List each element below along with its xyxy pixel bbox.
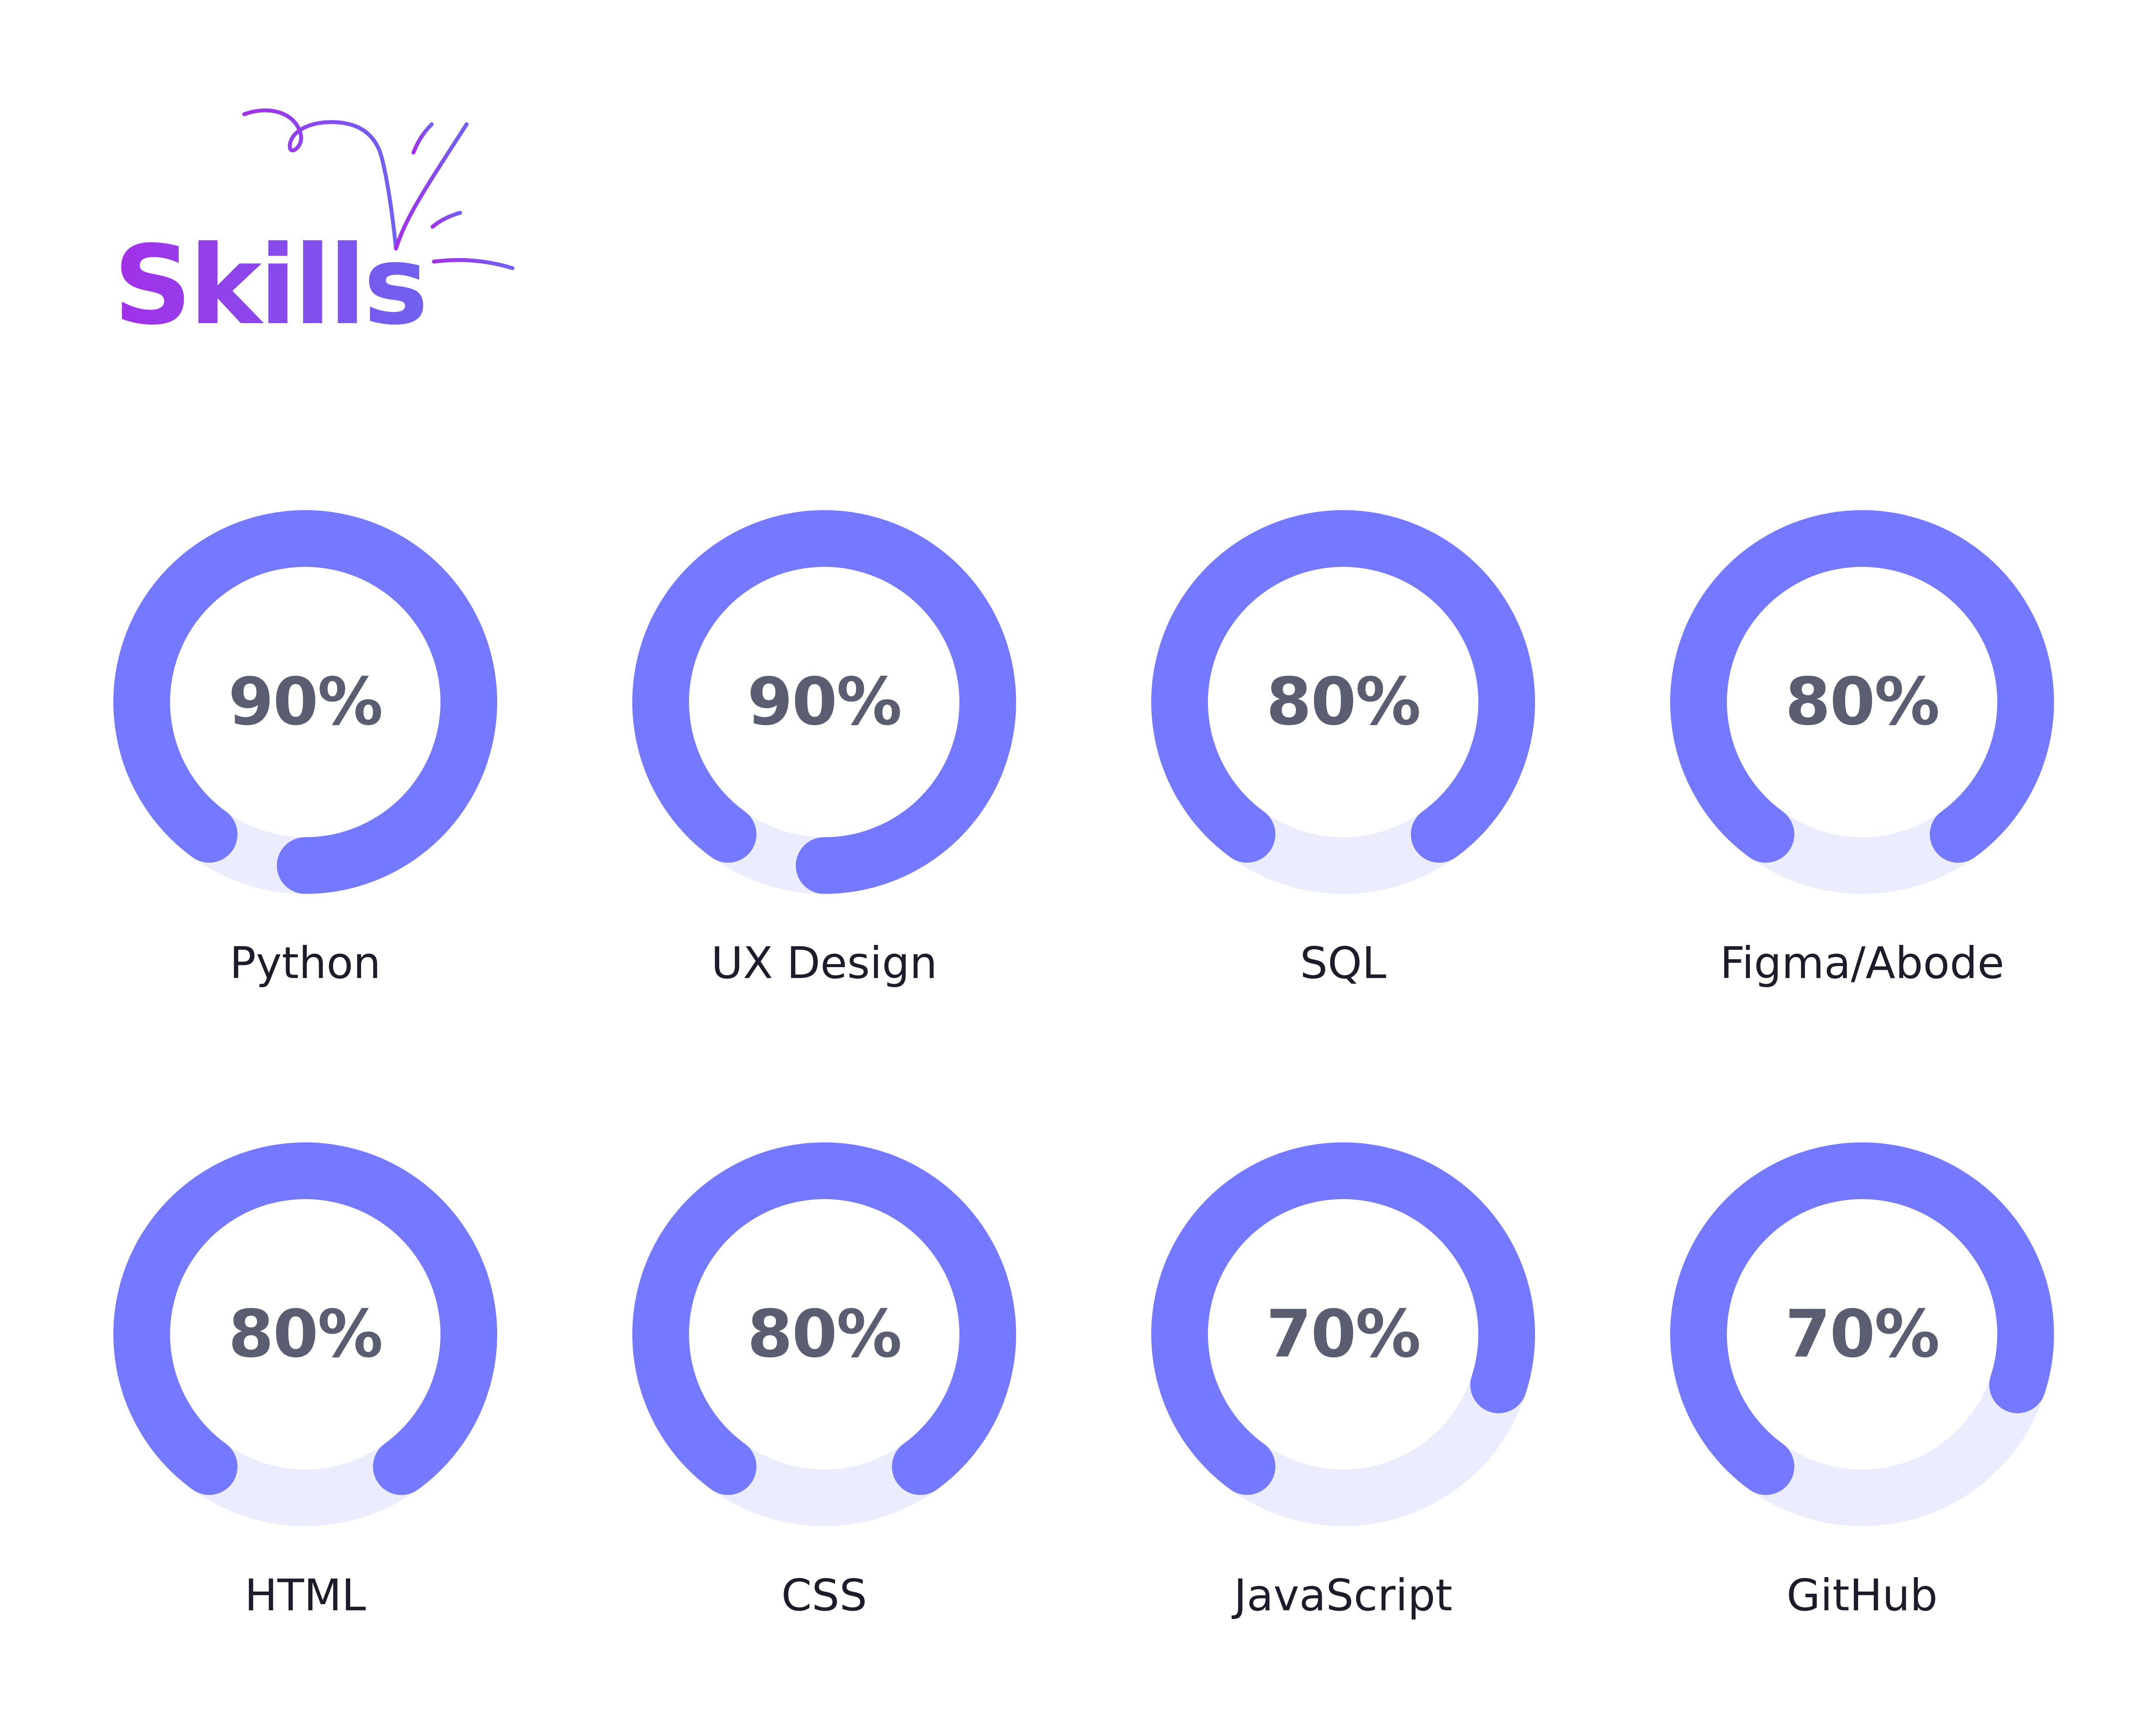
skill-name: SQL — [1300, 937, 1386, 989]
progress-ring-fill — [1670, 510, 2054, 894]
title-block: Skills — [105, 87, 541, 358]
skill-percent: 80% — [747, 1296, 902, 1372]
progress-ring-fill — [1151, 510, 1535, 894]
skill-name: UX Design — [711, 937, 938, 989]
skill-percent: 90% — [747, 664, 902, 740]
skill-name: JavaScript — [1234, 1570, 1453, 1621]
progress-ring — [113, 510, 497, 894]
skill-percent: 80% — [1785, 664, 1940, 740]
progress-ring — [1151, 510, 1535, 894]
page-title: Skills — [113, 222, 428, 349]
progress-ring — [113, 1142, 497, 1526]
progress-ring-fill — [632, 1142, 1016, 1526]
progress-ring-fill — [113, 1142, 497, 1526]
skill-card-css: 80% CSS — [628, 1138, 1020, 1621]
progress-ring-fill — [1670, 1142, 2054, 1526]
progress-ring — [1151, 1142, 1535, 1526]
skill-card-github: 70% GitHub — [1666, 1138, 2058, 1621]
skill-percent: 70% — [1785, 1296, 1940, 1372]
skill-percent: 90% — [228, 664, 383, 740]
skill-card-figma-abode: 80% Figma/Abode — [1666, 506, 2058, 989]
progress-ring — [632, 510, 1016, 894]
skill-card-html: 80% HTML — [109, 1138, 501, 1621]
progress-ring-fill — [1151, 1142, 1535, 1526]
skill-name: Figma/Abode — [1720, 937, 2004, 989]
skill-name: GitHub — [1786, 1570, 1938, 1621]
progress-ring-fill — [113, 510, 497, 894]
progress-ring — [632, 1142, 1016, 1526]
skill-card-ux-design: 90% UX Design — [628, 506, 1020, 989]
sparkle-doodle-icon — [242, 108, 515, 270]
skill-name: CSS — [781, 1570, 867, 1621]
progress-ring — [1670, 1142, 2054, 1526]
skill-card-python: 90% Python — [109, 506, 501, 989]
skill-card-javascript: 70% JavaScript — [1147, 1138, 1539, 1621]
skill-name: Python — [229, 937, 381, 989]
progress-ring-fill — [632, 510, 1016, 894]
skill-percent: 70% — [1266, 1296, 1421, 1372]
skill-card-sql: 80% SQL — [1147, 506, 1539, 989]
skill-name: HTML — [244, 1570, 366, 1621]
skill-percent: 80% — [1266, 664, 1421, 740]
skill-percent: 80% — [228, 1296, 383, 1372]
progress-ring — [1670, 510, 2054, 894]
